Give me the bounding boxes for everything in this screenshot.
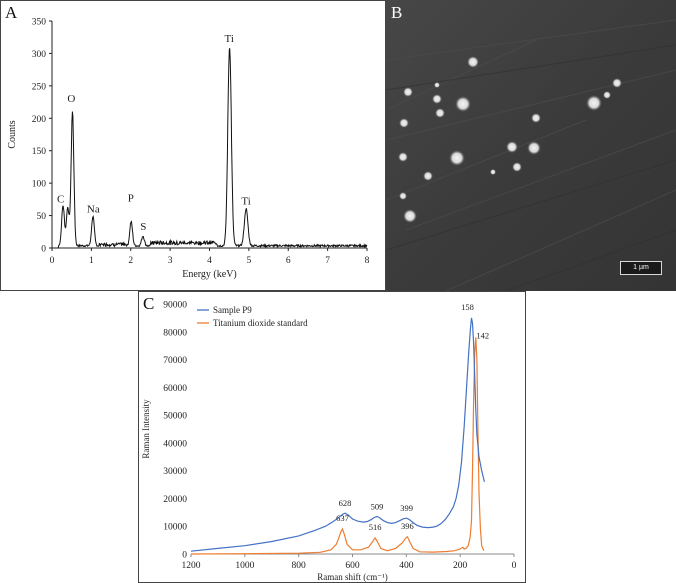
y-tick-label: 150	[32, 147, 47, 157]
peak-annotation: Ti	[224, 33, 233, 45]
peak-annotation: S	[140, 221, 146, 233]
peak-annotation: Na	[87, 203, 100, 215]
y-tick-label: 20000	[163, 495, 187, 505]
y-tick-label: 250	[32, 82, 47, 92]
x-tick-label: 200	[453, 561, 468, 571]
peak-label: 628	[339, 498, 352, 508]
x-axis-title: Energy (keV)	[182, 269, 237, 280]
x-tick-label: 5	[247, 256, 252, 266]
y-tick-label: 40000	[163, 439, 187, 449]
y-tick-label: 300	[32, 50, 47, 60]
peak-annotation: O	[67, 93, 75, 105]
y-tick-label: 100	[32, 180, 47, 190]
eds-spectrum-panel: A 0 50 100 150 200 250 300 350 0 1 2 3 4 5 6 7 8 Energy (…	[0, 0, 386, 291]
x-tick-label: 1	[89, 256, 94, 266]
y-tick-label: 0	[41, 245, 46, 255]
y-tick-label: 70000	[163, 356, 187, 366]
panel-label-a: A	[5, 3, 18, 22]
peak-label: 637	[336, 513, 349, 523]
eds-spectrum-line	[54, 48, 368, 249]
panel-label-c: C	[143, 294, 155, 313]
y-tick-label: 50	[37, 212, 47, 222]
x-tick-label: 8	[365, 256, 370, 266]
x-tick-label: 7	[325, 256, 330, 266]
x-tick-label: 0	[50, 256, 55, 266]
y-axis-title: Counts	[7, 120, 18, 148]
panel-label-b: B	[391, 3, 403, 22]
peak-annotation: C	[57, 194, 64, 206]
x-tick-label: 400	[399, 561, 414, 571]
y-tick-label: 90000	[163, 301, 187, 311]
raman-spectrum-panel: C 0 10000 20000 30000 40000 50000 60000 70000 80…	[138, 291, 526, 583]
x-axis-title: Raman shift (cm⁻¹)	[317, 572, 387, 582]
legend-label: Titanium dioxide standard	[213, 318, 308, 328]
eds-spectrum-chart: 0 50 100 150 200 250 300 350 0 1 2 3 4 5 6 7 8 Energy (ke…	[7, 18, 370, 281]
peak-annotation: Ti	[241, 196, 250, 208]
peak-label: 396	[401, 521, 414, 531]
x-tick-label: 800	[292, 561, 307, 571]
peak-label: 142	[476, 330, 489, 340]
x-tick-label: 1000	[235, 561, 254, 571]
x-tick-label: 600	[345, 561, 360, 571]
y-tick-label: 200	[32, 115, 47, 125]
peak-annotation: P	[128, 192, 134, 204]
raman-spectrum-chart: 0100002000030000400005000060000700008000…	[141, 301, 517, 583]
peak-label: 158	[461, 302, 474, 312]
peak-label: 399	[400, 503, 413, 513]
y-tick-label: 10000	[163, 523, 187, 533]
x-tick-label: 3	[168, 256, 173, 266]
peak-label: 516	[369, 522, 382, 532]
sem-particles	[398, 56, 622, 223]
y-tick-label: 80000	[163, 328, 187, 338]
series-line-sample-p9	[190, 317, 485, 552]
y-tick-label: 30000	[163, 467, 187, 477]
x-tick-label: 0	[512, 561, 517, 571]
sem-image-panel: B 1 µm	[386, 0, 676, 291]
x-tick-label: 6	[286, 256, 291, 266]
y-tick-label: 60000	[163, 384, 187, 394]
x-tick-label: 4	[207, 256, 212, 266]
y-tick-label: 0	[182, 551, 187, 561]
y-axis-title: Raman Intensity	[141, 399, 151, 459]
sem-micrograph	[386, 0, 676, 291]
scale-bar: 1 µm	[620, 261, 662, 275]
legend-label: Sample P9	[213, 305, 252, 315]
x-tick-label: 1200	[182, 561, 201, 571]
y-tick-label: 350	[32, 18, 47, 28]
peak-label: 509	[371, 502, 384, 512]
x-tick-label: 2	[128, 256, 133, 266]
y-tick-label: 50000	[163, 412, 187, 422]
